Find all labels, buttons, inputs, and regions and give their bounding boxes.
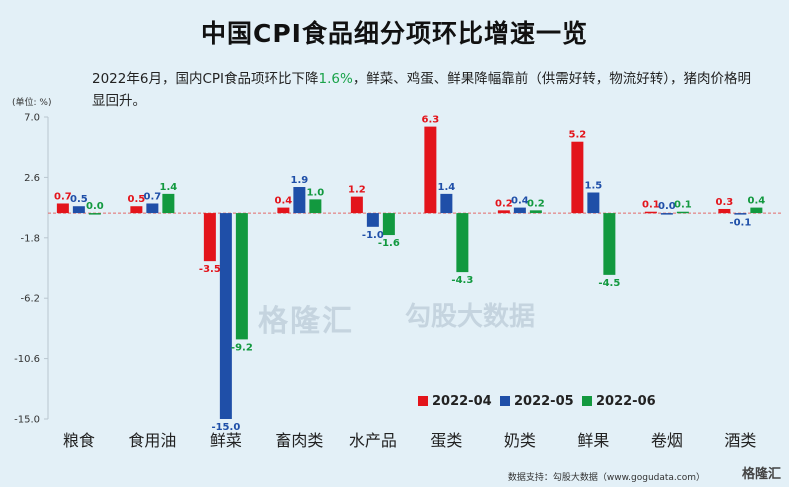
data-label: 0.5 [70,194,88,205]
data-label: 1.5 [585,181,603,192]
data-label: -3.5 [199,264,221,275]
data-label: 1.0 [307,187,325,198]
x-category-label: 畜肉类 [275,431,323,450]
data-label: 0.4 [748,196,766,207]
y-tick-label: 7.0 [24,113,40,124]
data-label: 0.4 [275,196,293,207]
bar-2022-04 [350,196,363,214]
chart-title: 中国CPI食品细分项环比增速一览 [201,19,588,48]
bar-2022-06 [529,210,542,214]
x-category-label: 鲜果 [577,431,609,450]
x-category-label: 鲜菜 [210,431,242,450]
bar-2022-04 [277,207,290,214]
bar-2022-06 [162,193,175,214]
bar-2022-05 [219,213,232,419]
data-label: 0.2 [495,198,513,209]
legend-label: 2022-05 [514,394,574,409]
data-label: 0.2 [527,198,545,209]
data-label: -1.0 [362,230,384,241]
bar-2022-05 [734,213,747,215]
data-label: 6.3 [422,115,440,126]
bar-2022-04 [571,141,584,214]
x-category-label: 粮食 [63,431,95,450]
bar-2022-05 [440,193,453,214]
bar-2022-04 [56,203,69,214]
x-category-label: 酒类 [724,431,756,450]
x-category-label: 奶类 [504,431,536,450]
bar-2022-05 [587,192,600,214]
bar-2022-06 [309,199,322,214]
data-label: 1.4 [160,182,178,193]
data-label: -4.5 [598,278,620,289]
bar-2022-04 [424,126,437,214]
watermark-text: 勾股大数据 [405,302,536,332]
data-label: -4.3 [451,275,473,286]
data-label: -0.1 [729,218,751,229]
bar-2022-06 [676,211,689,214]
bar-2022-05 [293,187,306,214]
bar-2022-04 [644,211,657,214]
bar-2022-04 [497,210,510,214]
data-label: 0.3 [716,197,734,208]
chart-subtitle: 2022年6月，国内CPI食品项环比下降1.6%，鲜菜、鸡蛋、鲜果降幅靠前（供需… [92,68,752,112]
data-label: 0.5 [128,194,146,205]
data-label: 0.7 [54,191,72,202]
bar-2022-06 [456,213,469,273]
data-label: 0.1 [642,200,660,211]
bar-2022-05 [513,207,526,214]
bar-2022-06 [235,213,248,340]
y-tick-label: -6.2 [20,294,40,305]
subtitle-text-after: ，鲜菜、鸡蛋、鲜果降幅靠前（供需好转，物流好转），猪肉价格明显回升。 [92,71,752,109]
data-label: 1.4 [438,182,456,193]
x-category-label: 水产品 [349,431,397,450]
data-label: 0.4 [511,196,529,207]
unit-label: (单位: %) [12,98,52,108]
bar-2022-05 [366,213,379,227]
bar-2022-06 [382,213,395,236]
subtitle-highlight: 1.6% [318,71,353,87]
data-label: 0.1 [674,200,692,211]
y-tick-label: -15.0 [14,415,40,426]
brand-logo: 格隆汇 [741,467,781,482]
legend-label: 2022-06 [596,394,656,409]
subtitle-text-before: 2022年6月，国内CPI食品项环比下降 [92,71,319,87]
data-label: 0.0 [86,201,104,212]
watermark-logo: 格隆汇 [258,304,354,339]
data-label: -9.2 [231,342,253,353]
legend-label: 2022-04 [432,394,492,409]
bar-2022-04 [718,208,731,214]
y-tick-label: -1.8 [20,233,40,244]
bar-2022-04 [130,206,143,214]
y-tick-label: -10.6 [14,354,40,365]
data-label: 1.2 [348,185,366,196]
data-label: -15.0 [211,422,240,433]
bar-2022-06 [750,207,763,214]
bar-2022-06 [88,213,101,215]
x-category-label: 蛋类 [430,431,462,450]
legend-swatch-2022-04 [418,396,428,406]
bar-2022-05 [660,213,673,215]
x-category-label: 食用油 [128,431,176,450]
data-label: 0.7 [144,191,162,202]
data-label: 1.9 [291,175,309,186]
data-label: 0.0 [658,201,676,212]
y-tick-label: 2.6 [24,173,40,184]
bar-2022-04 [203,213,216,262]
data-label: 5.2 [569,130,587,141]
x-category-label: 卷烟 [651,431,683,450]
bar-2022-05 [146,203,159,214]
legend-swatch-2022-06 [582,396,592,406]
bar-2022-05 [72,206,85,214]
legend-swatch-2022-05 [500,396,510,406]
bar-2022-06 [603,213,616,275]
data-label: -1.6 [378,238,400,249]
data-source-footer: 数据支持：勾股大数据（www.gogudata.com） [507,473,705,483]
